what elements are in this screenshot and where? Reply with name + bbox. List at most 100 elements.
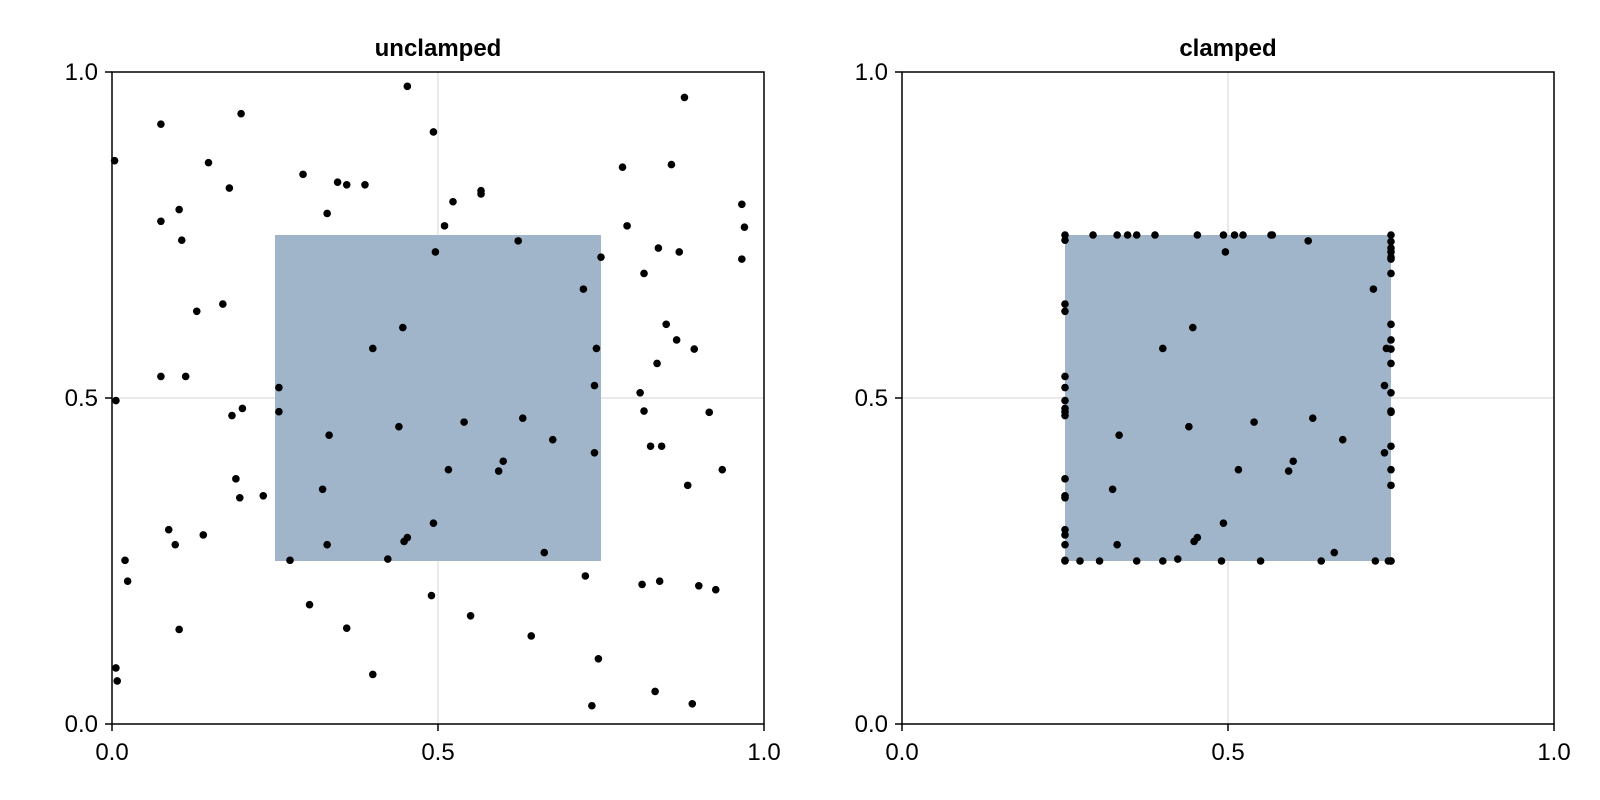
scatter-point — [1387, 388, 1395, 397]
scatter-point — [680, 93, 689, 102]
scatter-point — [1061, 493, 1069, 502]
scatter-point — [431, 248, 440, 256]
scatter-point — [1061, 525, 1069, 534]
scatter-point — [1380, 448, 1389, 457]
scatter-point — [499, 457, 508, 466]
x-tick-label: 0.5 — [1211, 739, 1244, 766]
scatter-point — [1115, 431, 1123, 439]
scatter-point — [1250, 418, 1258, 426]
scatter-point — [1061, 231, 1069, 239]
scatter-point — [1132, 557, 1141, 565]
scatter-point — [1387, 231, 1395, 239]
scatter-point — [121, 556, 129, 565]
chart-title: clamped — [1179, 35, 1276, 62]
scatter-point — [1230, 231, 1239, 239]
scatter-point — [672, 336, 681, 344]
scatter-point — [1289, 457, 1297, 466]
scatter-point — [235, 493, 244, 502]
panel-clamped: 0.00.0 0.5 0.5 1.0 1.0 clamped — [855, 35, 1571, 766]
scatter-point — [323, 209, 331, 218]
scatter-point — [1061, 540, 1069, 549]
scatter-point — [654, 244, 663, 252]
scatter-point — [427, 591, 436, 600]
x-tick-label: 0.0 — [885, 739, 918, 766]
scatter-point — [1219, 231, 1228, 239]
scatter-point — [623, 222, 631, 230]
scatter-point — [718, 465, 727, 474]
scatter-point — [171, 540, 180, 549]
scatter-point — [1234, 465, 1243, 474]
scatter-point — [333, 178, 342, 186]
scatter-point — [655, 577, 664, 586]
scatter-point — [636, 388, 644, 397]
x-tick-label: 0.0 — [95, 739, 128, 766]
scatter-point — [690, 345, 699, 353]
scatter-point — [540, 548, 549, 557]
scatter-point — [1308, 414, 1317, 423]
scatter-point — [657, 442, 666, 451]
x-tick-label: 1.0 — [747, 739, 780, 766]
scatter-point — [204, 158, 213, 167]
scatter-point — [590, 448, 599, 457]
scatter-point — [305, 600, 314, 609]
scatter-point — [1076, 557, 1084, 565]
scatter-point — [548, 435, 557, 444]
scatter-point — [594, 655, 603, 663]
scatter-point — [275, 383, 283, 392]
scatter-point — [175, 205, 183, 214]
scatter-point — [1304, 237, 1312, 245]
scatter-point — [1061, 557, 1069, 565]
scatter-point — [325, 431, 333, 439]
scatter-point — [1268, 231, 1277, 239]
scatter-point — [1151, 231, 1159, 239]
scatter-point — [1387, 557, 1395, 565]
scatter-point — [1173, 555, 1182, 563]
bounding-rect — [1065, 235, 1391, 561]
scatter-point — [1387, 320, 1395, 329]
scatter-point — [1284, 467, 1293, 475]
scatter-point — [157, 217, 165, 226]
scatter-point — [237, 109, 245, 118]
scatter-point — [112, 664, 120, 672]
scatter-point — [323, 540, 331, 549]
scatter-point — [369, 344, 377, 353]
scatter-point — [449, 197, 457, 206]
scatter-point — [738, 255, 746, 263]
scatter-point — [711, 585, 720, 594]
scatter-point — [1221, 248, 1230, 256]
scatter-point — [1061, 475, 1069, 483]
scatter-point — [1217, 557, 1226, 565]
scatter-point — [466, 611, 475, 620]
scatter-point — [299, 170, 307, 179]
scatter-point — [675, 248, 684, 256]
scatter-point — [157, 120, 165, 128]
scatter-point — [1188, 323, 1197, 332]
scatter-point — [1095, 557, 1104, 565]
y-tick-label: 1.0 — [65, 59, 98, 86]
scatter-point — [444, 465, 453, 474]
scatter-point — [1387, 237, 1395, 246]
scatter-point — [238, 404, 247, 413]
scatter-point — [738, 200, 746, 209]
scatter-point — [1089, 231, 1097, 239]
scatter-point — [403, 82, 412, 91]
scatter-point — [705, 408, 714, 417]
panel-unclamped: 0.00.0 0.5 0.5 1.0 1.0 unclamped — [65, 35, 781, 766]
scatter-point — [1123, 231, 1132, 239]
scatter-point — [1371, 557, 1380, 565]
scatter-point — [112, 396, 120, 405]
scatter-point — [527, 632, 536, 640]
scatter-point — [683, 481, 692, 490]
scatter-point — [1132, 231, 1141, 239]
scatter-point — [640, 269, 648, 278]
scatter-point — [219, 300, 227, 308]
scatter-point — [199, 531, 208, 539]
scatter-point — [1369, 285, 1378, 293]
scatter-point — [1159, 344, 1167, 353]
chart-title: unclamped — [375, 35, 502, 62]
y-tick-label: 1.0 — [855, 59, 888, 86]
scatter-point — [1330, 548, 1339, 557]
scatter-point — [225, 184, 234, 192]
scatter-point — [1061, 372, 1069, 381]
scatter-point — [113, 677, 122, 685]
